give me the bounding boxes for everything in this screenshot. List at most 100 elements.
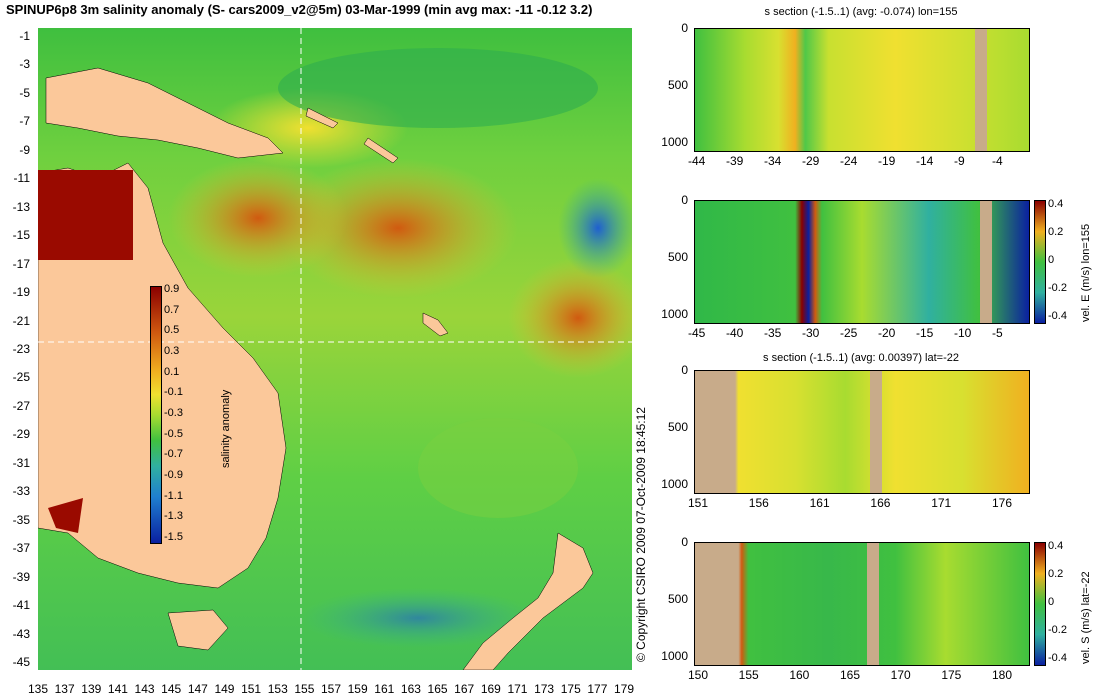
section-y-tick: 500 [667, 250, 688, 264]
section-x-tick: 155 [738, 668, 759, 682]
velocity-colorbar-tick: 0 [1048, 254, 1055, 266]
land-mask [975, 29, 987, 151]
map-y-tick: -17 [12, 256, 30, 271]
map-x-tick: 155 [294, 682, 315, 696]
map-colorbar-tick: -1.5 [164, 531, 183, 543]
map-x-tick: 151 [241, 682, 262, 696]
page-title: SPINUP6p8 3m salinity anomaly (S- cars20… [6, 2, 593, 17]
map-colorbar-tick: -0.3 [164, 407, 183, 419]
section-x-tick: 156 [748, 496, 769, 510]
map-colorbar-tick: 0.1 [164, 365, 180, 378]
map-y-tick: -39 [12, 569, 30, 584]
section-x-tick: -39 [726, 154, 744, 168]
map-y-tick: -33 [12, 484, 30, 499]
section-y-tick: 500 [667, 420, 688, 434]
salinity-map[interactable]: 0.9 0.7 0.5 0.3 0.1 -0.1 -0.3 -0.5 -0.7 -0.9 -1.1 -… [38, 28, 632, 670]
section-x-tick: 166 [870, 496, 891, 510]
map-y-tick: -37 [12, 541, 30, 556]
map-x-tick: 139 [81, 682, 102, 696]
map-y-tick: -7 [19, 114, 30, 129]
map-y-tick: -11 [13, 171, 30, 186]
section-x-tick: 150 [688, 668, 709, 682]
section-x-tick: -14 [916, 154, 934, 168]
map-y-tick: -29 [12, 427, 30, 442]
section-panel[interactable] [694, 370, 1030, 494]
section-panel[interactable] [694, 542, 1030, 666]
map-colorbar [150, 286, 162, 544]
copyright-text: © Copyright CSIRO 2009 07-Oct-2009 18:45… [634, 407, 648, 662]
map-x-tick: 173 [534, 682, 555, 696]
section-y-tick: 1000 [661, 477, 688, 491]
velocity-colorbar-tick: 0.2 [1048, 226, 1064, 238]
map-colorbar-tick: 0.7 [164, 303, 180, 316]
land-mask [870, 371, 882, 493]
section-x-tick: -10 [954, 326, 972, 340]
section-panel[interactable] [694, 28, 1030, 152]
section-x-tick: 151 [688, 496, 709, 510]
velocity-colorbar-label: vel. S (m/s) lat=-22 [1080, 571, 1092, 664]
map-colorbar-tick: -0.5 [164, 427, 183, 440]
section-x-tick: -5 [992, 326, 1003, 340]
section-title: s section (-1.5..1) (avg: 0.00397) lat=-… [763, 352, 959, 364]
section-y-tick: 0 [681, 363, 688, 377]
map-y-tick: -41 [12, 598, 30, 613]
section-x-tick: -9 [954, 154, 965, 168]
section-x-tick: 170 [890, 668, 911, 682]
map-y-tick: -9 [19, 142, 30, 157]
section-x-tick: -29 [802, 154, 820, 168]
map-y-tick: -27 [12, 398, 30, 413]
section-y-tick: 0 [681, 21, 688, 35]
velocity-colorbar [1034, 542, 1046, 666]
section-title: s section (-1.5..1) (avg: -0.074) lon=15… [764, 6, 958, 18]
section-x-tick: 175 [941, 668, 962, 682]
map-x-tick: 153 [267, 682, 288, 696]
map-x-tick: 143 [134, 682, 155, 696]
section-x-tick: 176 [992, 496, 1013, 510]
map-colorbar-tick: -0.1 [164, 386, 183, 399]
section-x-tick: -30 [802, 326, 820, 340]
section-y-tick: 0 [681, 193, 688, 207]
map-x-tick: 163 [400, 682, 421, 696]
velocity-colorbar-tick: 0 [1048, 596, 1055, 608]
section-x-tick: 161 [809, 496, 830, 510]
map-x-tick: 169 [480, 682, 501, 696]
map-colorbar-tick: -0.9 [164, 469, 183, 481]
map-colorbar-tick: 0.3 [164, 345, 180, 357]
section-x-tick: 160 [789, 668, 810, 682]
map-x-tick: 141 [107, 682, 128, 696]
velocity-colorbar-tick: -0.4 [1048, 652, 1067, 664]
map-y-tick: -31 [12, 455, 30, 470]
section-x-tick: 180 [992, 668, 1013, 682]
map-colorbar-ticks: 0.9 0.7 0.5 0.3 0.1 -0.1 -0.3 -0.5 -0.7 -0.9 -1.1 -… [164, 283, 204, 544]
map-colorbar-tick: 0.5 [164, 324, 180, 337]
map-x-tick: 179 [614, 682, 635, 696]
map-x-tick: 175 [560, 682, 581, 696]
section-x-tick: -24 [840, 154, 858, 168]
map-x-tick: 171 [507, 682, 528, 696]
map-y-tick: -13 [12, 199, 30, 214]
map-y-tick: -25 [12, 370, 30, 385]
map-x-tick: 161 [374, 682, 395, 696]
map-y-tick: -35 [12, 512, 30, 527]
map-y-tick: -1 [19, 29, 30, 43]
section-x-tick: -44 [688, 154, 706, 168]
map-x-tick: 149 [214, 682, 235, 696]
section-x-tick: -25 [840, 326, 858, 340]
section-x-tick: -34 [764, 154, 782, 168]
velocity-colorbar-label: vel. E (m/s) lon=155 [1080, 223, 1092, 322]
map-x-tick: 135 [28, 682, 49, 696]
map-y-tick: -45 [12, 655, 30, 669]
map-y-tick: -5 [19, 85, 30, 100]
section-y-tick: 1000 [661, 307, 688, 321]
section-x-tick: 165 [840, 668, 861, 682]
section-x-tick: 171 [931, 496, 952, 510]
map-x-tick: 137 [54, 682, 75, 696]
map-x-tick: 147 [187, 682, 208, 696]
section-panel[interactable] [694, 200, 1030, 324]
section-y-tick: 0 [681, 535, 688, 549]
map-y-tick: -21 [12, 313, 30, 328]
section-x-tick: -19 [878, 154, 896, 168]
velocity-colorbar-tick: 0.4 [1048, 540, 1064, 552]
velocity-colorbar-tick: -0.2 [1048, 624, 1067, 636]
section-x-tick: -40 [726, 326, 744, 340]
